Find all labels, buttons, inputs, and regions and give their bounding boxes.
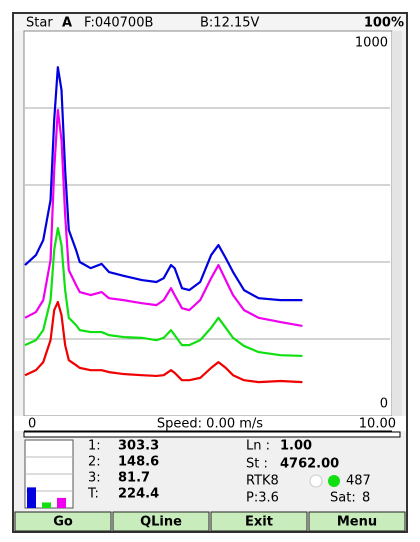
info-p: P:3.6 [246,491,279,506]
battery: B:12.15V [200,16,260,31]
x-tick-label: 10.00 [359,417,396,432]
x-axis-label: Speed: 0.00 m/s [157,417,263,432]
mini-bar [57,497,66,508]
trace [24,227,303,358]
axis-row [14,416,406,431]
button-bg [308,511,406,532]
button[interactable]: Exit [210,511,308,532]
status-light [328,475,340,487]
button[interactable]: Go [14,511,112,532]
button-label: Menu [337,515,377,530]
trace [24,108,303,327]
trace [24,300,303,384]
info-st-label: St : [246,457,268,472]
mini-bar [42,502,51,508]
star-value: A [62,16,72,31]
info-ln-value: 1.00 [280,439,312,454]
progress-bar [23,431,401,438]
info-count: 487 [346,474,371,489]
reading-label: T: [87,487,99,502]
info-st-value: 4762.00 [280,457,339,472]
reading-value: 81.7 [118,471,150,486]
button-bg [112,511,210,532]
file: F:040700B [84,16,153,31]
status-bar [14,14,406,31]
info-ln-label: Ln : [246,439,270,454]
reading-value: 303.3 [118,439,159,454]
x-tick-label: 0 [28,417,36,432]
button-bg [14,511,112,532]
trace [24,66,303,302]
button-label: Exit [245,515,273,530]
reading-label: 3: [88,471,101,486]
button[interactable]: Menu [308,511,406,532]
button-label: Go [53,515,73,530]
y-tick-label: 0 [380,397,388,412]
chart-area [23,30,393,417]
button-label: QLine [140,515,182,530]
info-sat-value: 8 [362,491,370,506]
reading-value: 148.6 [118,455,159,470]
mini-bar [27,487,36,508]
button-bg [210,511,308,532]
info-sat-label: Sat: [330,491,356,506]
percent: 100% [364,16,404,31]
reading-value: 224.4 [118,487,159,502]
side-strip [392,31,402,416]
info-rtk: RTK8 [246,474,279,489]
y-tick-label: 1000 [355,36,388,51]
reading-label: 1: [88,439,101,454]
status-light [309,474,323,488]
star-label: Star [26,16,53,31]
button[interactable]: QLine [112,511,210,532]
reading-label: 2: [88,455,101,470]
